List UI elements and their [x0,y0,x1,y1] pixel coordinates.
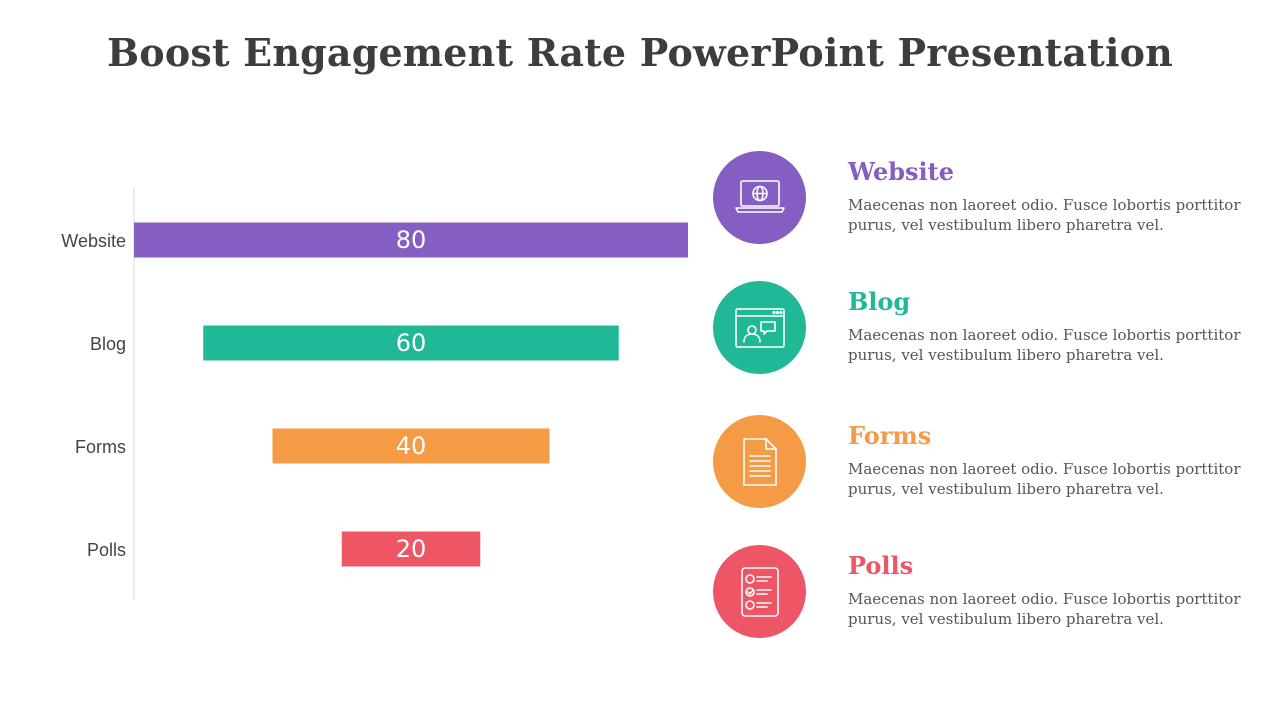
bar-blog [203,325,619,361]
forms-circle [713,415,806,508]
item-description: Maecenas non laoreet odio. Fusce loborti… [848,590,1241,628]
funnel-bar-chart: 80 Website 60 Blog 40 Forms 20 Polls [61,187,688,600]
item-title: Blog [848,287,911,316]
page-title: Boost Engagement Rate PowerPoint Present… [106,30,1173,75]
item-title: Forms [848,421,932,450]
bar-value-label: 80 [396,226,427,254]
browser-chat-icon [734,307,785,348]
item-blog: Blog Maecenas non laoreet odio. Fusce lo… [713,281,1253,376]
item-website: Website Maecenas non laoreet odio. Fusce… [713,151,1253,246]
item-description: Maecenas non laoreet odio. Fusce loborti… [848,326,1241,364]
checklist-icon [740,566,779,617]
item-title: Website [848,157,955,186]
item-forms: Forms Maecenas non laoreet odio. Fusce l… [713,415,1253,510]
bar-value-label: 60 [396,329,427,357]
bar-value-label: 40 [396,432,427,460]
document-icon [742,437,777,486]
bar-value-label: 20 [396,535,427,563]
item-title: Polls [848,551,914,580]
category-label: Blog [90,334,126,354]
category-label: Website [61,231,126,251]
item-polls: Polls Maecenas non laoreet odio. Fusce l… [713,545,1253,640]
item-description: Maecenas non laoreet odio. Fusce loborti… [848,196,1241,234]
category-label: Polls [87,540,126,560]
website-circle [713,151,806,244]
blog-circle [713,281,806,374]
laptop-globe-icon [734,179,785,213]
polls-circle [713,545,806,638]
bar-forms [272,428,550,464]
bar-website [134,222,688,258]
bar-polls [341,531,481,567]
item-description: Maecenas non laoreet odio. Fusce loborti… [848,460,1241,498]
category-label: Forms [75,437,126,457]
